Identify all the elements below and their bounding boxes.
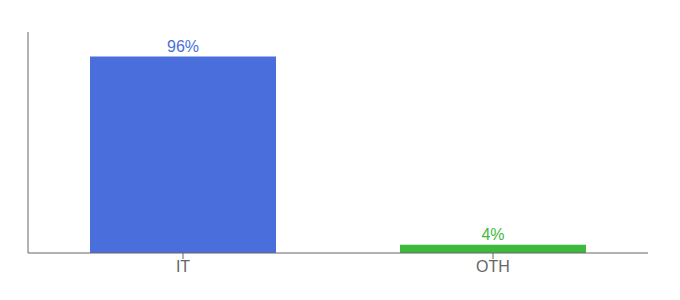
svg-text:OTH: OTH bbox=[476, 258, 510, 275]
svg-text:4%: 4% bbox=[481, 226, 504, 243]
svg-text:IT: IT bbox=[176, 258, 190, 275]
svg-text:96%: 96% bbox=[167, 38, 199, 55]
